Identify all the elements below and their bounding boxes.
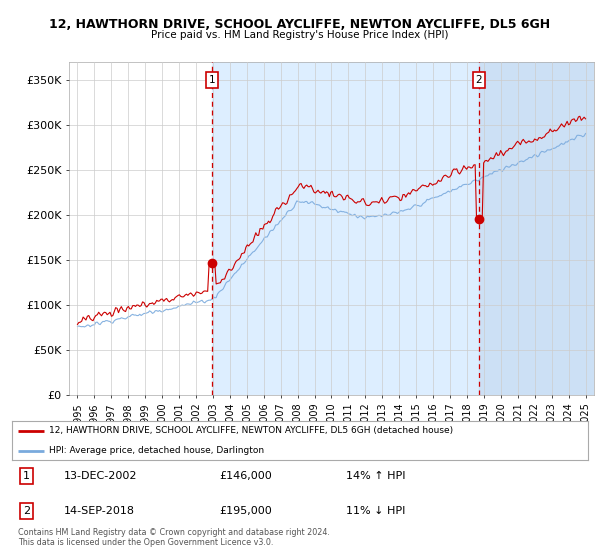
Bar: [479, 62, 594, 395]
Text: HPI: Average price, detached house, Darlington: HPI: Average price, detached house, Darl…: [49, 446, 265, 455]
Text: 2: 2: [23, 506, 30, 516]
Text: 1: 1: [23, 471, 30, 481]
Text: 12, HAWTHORN DRIVE, SCHOOL AYCLIFFE, NEWTON AYCLIFFE, DL5 6GH: 12, HAWTHORN DRIVE, SCHOOL AYCLIFFE, NEW…: [49, 18, 551, 31]
Text: £146,000: £146,000: [220, 471, 272, 481]
Bar: [212, 62, 479, 395]
Text: 13-DEC-2002: 13-DEC-2002: [64, 471, 137, 481]
Text: 14-SEP-2018: 14-SEP-2018: [64, 506, 135, 516]
Text: 1: 1: [209, 75, 215, 85]
Text: £195,000: £195,000: [220, 506, 272, 516]
Text: Price paid vs. HM Land Registry's House Price Index (HPI): Price paid vs. HM Land Registry's House …: [151, 30, 449, 40]
Text: 2: 2: [476, 75, 482, 85]
Text: 11% ↓ HPI: 11% ↓ HPI: [346, 506, 406, 516]
Text: 12, HAWTHORN DRIVE, SCHOOL AYCLIFFE, NEWTON AYCLIFFE, DL5 6GH (detached house): 12, HAWTHORN DRIVE, SCHOOL AYCLIFFE, NEW…: [49, 426, 454, 436]
Text: 14% ↑ HPI: 14% ↑ HPI: [346, 471, 406, 481]
Text: Contains HM Land Registry data © Crown copyright and database right 2024.
This d: Contains HM Land Registry data © Crown c…: [18, 528, 330, 547]
